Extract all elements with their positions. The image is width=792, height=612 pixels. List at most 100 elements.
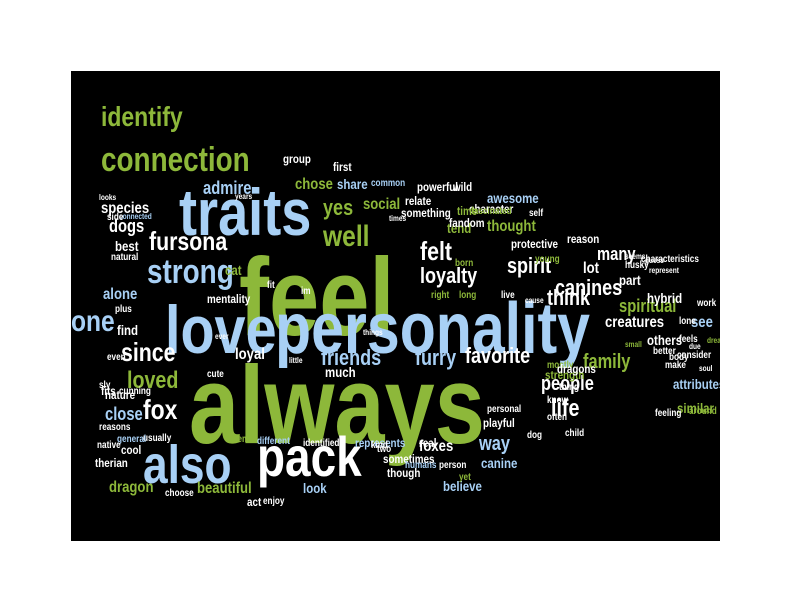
word-cause: cause <box>525 296 544 305</box>
word-part: part <box>619 272 641 288</box>
word-seems: seems <box>625 252 646 261</box>
word-young: young <box>535 254 560 265</box>
word-personality: personality <box>275 289 590 369</box>
word-reason: reason <box>567 232 600 246</box>
word-strong: strong <box>147 253 234 291</box>
word-totem: totem <box>227 434 250 445</box>
word-fox: fox <box>143 394 178 425</box>
word-close: close <box>105 404 143 424</box>
word-native: native <box>97 440 121 451</box>
word-often: often <box>547 412 568 423</box>
word-though: though <box>387 466 421 480</box>
word-husky: husky <box>625 260 649 271</box>
word-kind: kind <box>371 440 388 451</box>
word-hybrid: hybrid <box>647 290 683 306</box>
word-act: act <box>247 495 262 509</box>
word-humans: humans <box>405 460 437 471</box>
word-person: person <box>439 460 467 471</box>
word-believe: believe <box>443 478 482 494</box>
word-right: right <box>431 290 450 301</box>
word-cat: cat <box>225 262 242 278</box>
word-look: look <box>303 480 327 496</box>
word-much: much <box>325 364 356 380</box>
word-ever: ever <box>215 332 229 341</box>
word-fursona: fursona <box>149 226 228 256</box>
word-general: general <box>117 434 147 445</box>
word-body: body <box>669 352 689 363</box>
word-due: due <box>689 342 701 351</box>
word-usually: usually <box>143 433 172 444</box>
word-lot: lot <box>583 260 600 277</box>
word-identify: identify <box>101 101 183 132</box>
word-lone: lone <box>679 316 696 327</box>
word-reasons: reasons <box>99 422 131 433</box>
word-times: times <box>389 214 407 223</box>
word-best: best <box>115 238 139 254</box>
word-connected: connected <box>119 212 152 221</box>
word-years: years <box>235 192 253 201</box>
word-one: one <box>71 305 115 338</box>
word-around: around <box>689 406 717 417</box>
word-dreams: dreams <box>707 336 720 345</box>
word-share: share <box>337 176 368 192</box>
word-soul: soul <box>699 364 713 373</box>
word-cunning: cunning <box>119 386 151 397</box>
word-felt: felt <box>420 236 452 266</box>
word-see: see <box>691 314 713 331</box>
word-know: know <box>547 395 568 406</box>
word-cute: cute <box>207 369 224 380</box>
word-canine: canine <box>481 455 518 471</box>
word-always: always <box>189 344 485 467</box>
word-others: others <box>647 332 683 348</box>
word-love: love <box>165 292 277 368</box>
word-fandom: fandom <box>449 216 485 230</box>
word-little: little <box>289 356 303 365</box>
word-real: real <box>419 436 437 450</box>
word-something: something <box>401 206 451 220</box>
word-small: small <box>625 340 642 349</box>
word-make: make <box>665 360 686 371</box>
word-traits: traits <box>179 175 312 249</box>
word-feels: feels <box>679 334 698 345</box>
word-feel: feel <box>239 236 395 359</box>
word-powerful: powerful <box>417 180 458 194</box>
word-yet: yet <box>459 472 471 483</box>
word-pack: pack <box>257 425 362 488</box>
word-dogs: dogs <box>109 216 145 236</box>
word-furry: furry <box>415 345 457 370</box>
word-social: social <box>363 196 401 213</box>
word-wild: wild <box>453 180 473 194</box>
word-work: work <box>697 298 717 309</box>
word-awesome: awesome <box>487 190 539 206</box>
word-yes: yes <box>323 195 354 220</box>
word-also: also <box>143 435 232 495</box>
word-sometimes: sometimes <box>383 452 435 466</box>
word-way: way <box>479 433 511 455</box>
word-identified: identified <box>303 438 340 449</box>
word-therian: therian <box>95 456 128 470</box>
word-characteristics: characteristics <box>641 254 699 265</box>
word-two: two <box>377 444 392 455</box>
word-strength: strength <box>545 368 585 382</box>
word-attributes: attributes <box>673 376 720 392</box>
word-favorite: favorite <box>465 343 531 368</box>
word-guess: guess <box>645 256 664 265</box>
word-find: find <box>117 322 139 338</box>
word-represent: represent <box>649 266 679 275</box>
word-dog: dog <box>527 430 543 441</box>
word-mostly: mostly <box>547 360 574 371</box>
word-cloud: always feel personality love traits pack also c… <box>71 71 720 541</box>
word-well: well <box>323 220 370 253</box>
word-even: even <box>107 352 126 363</box>
word-creatures: creatures <box>605 314 665 331</box>
word-first: first <box>333 160 352 174</box>
word-thought: thought <box>487 218 536 235</box>
word-admire: admire <box>203 178 252 198</box>
word-thing: thing <box>559 382 580 393</box>
word-child: child <box>565 428 585 439</box>
word-different: different <box>257 436 290 447</box>
word-long: long <box>459 290 477 301</box>
word-beautiful: beautiful <box>197 480 252 497</box>
word-represents: represents <box>355 436 406 450</box>
word-tend: tend <box>447 220 472 236</box>
